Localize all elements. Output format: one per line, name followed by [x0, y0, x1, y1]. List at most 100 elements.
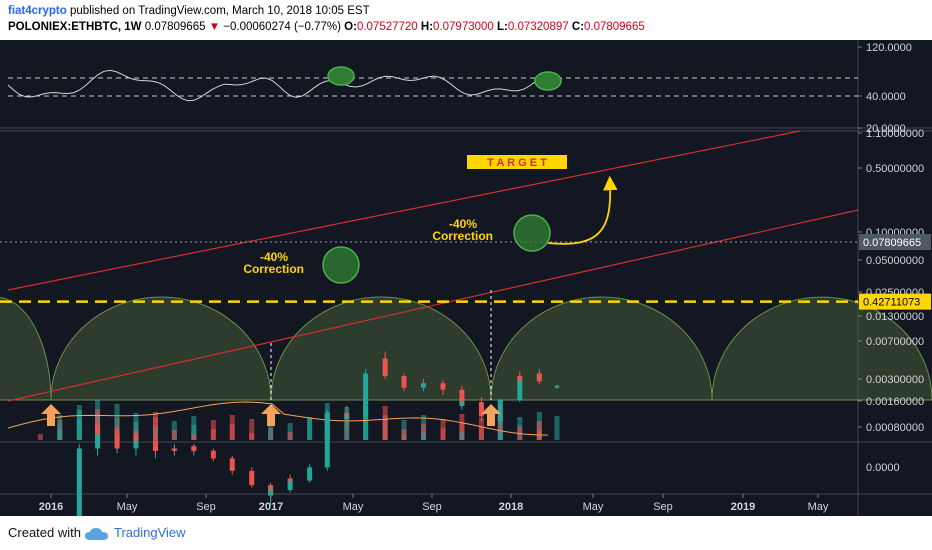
candle-body [307, 467, 313, 479]
candle-body [401, 380, 407, 388]
up-arrow-icon [41, 404, 61, 426]
tradingview-brand[interactable]: TradingView [114, 525, 186, 540]
grid-lines [0, 40, 932, 516]
correction-label: Correction [243, 262, 304, 276]
candle-body [268, 490, 274, 496]
candle-body [382, 366, 388, 377]
volume-bar [171, 430, 177, 440]
volume-tick-label: 0.0000 [866, 462, 900, 474]
candle-body [497, 413, 503, 422]
volume-bar [401, 429, 407, 440]
candle-body [152, 446, 158, 451]
volume-bar [37, 434, 43, 440]
rsi-pane [7, 66, 858, 102]
candle-body [517, 376, 523, 401]
price-tick-label: 0.50000000 [866, 163, 924, 175]
volume-bar [57, 415, 63, 440]
target-price-badge [859, 293, 931, 310]
volume-bar [382, 415, 388, 440]
candle-body [171, 448, 177, 451]
last-price-label: 0.07809665 [863, 237, 921, 249]
ohlc-line: POLONIEX:ETHBTC, 1W 0.07809665 ▼ −0.0006… [8, 21, 645, 33]
time-tick-label: 2018 [499, 501, 523, 513]
candle-body [229, 464, 235, 471]
rsi-line [7, 69, 549, 102]
candle-body [478, 411, 484, 417]
candle-body [536, 376, 542, 382]
chart-header: fiat4crypto published on TradingView.com… [0, 0, 932, 40]
candle-body [478, 402, 484, 412]
volume-bar [229, 424, 235, 440]
high-label: H: [420, 21, 434, 33]
correction-percent: -40% [449, 217, 477, 231]
rsi-highlight-circle [327, 66, 355, 86]
candle-body [210, 455, 216, 459]
correction-circle [513, 214, 551, 252]
time-tick-label: Sep [422, 501, 442, 513]
candle-body [133, 434, 139, 441]
candle-body [191, 446, 197, 451]
candle-body [459, 402, 465, 406]
created-with-text: Created with [8, 525, 81, 540]
candle-body [517, 376, 523, 380]
time-tick-label: Sep [653, 501, 673, 513]
target-arrow [547, 175, 618, 245]
volume-bar [191, 425, 197, 440]
cycle-arc [0, 296, 52, 401]
volume-bar [517, 426, 523, 440]
open-value: 0.07527720 [356, 21, 418, 33]
cycle-arcs [0, 296, 932, 401]
close-value: 0.07809665 [583, 21, 645, 33]
candle-body [76, 448, 82, 468]
cycle-arc [50, 296, 272, 401]
published-text: published on TradingView.com, March 10, … [66, 5, 370, 17]
candle-body [76, 467, 82, 493]
price-tick-label: 1.10000000 [866, 128, 924, 140]
price-tick-label: 0.05000000 [866, 255, 924, 267]
candle-body [76, 492, 82, 516]
volume-bar [114, 404, 120, 440]
time-tick-label: 2019 [731, 501, 755, 513]
chart-background [0, 40, 932, 516]
volume-bar [287, 432, 293, 440]
time-tick-label: 2017 [259, 501, 283, 513]
volume-bar [210, 429, 216, 440]
axes: 1.100000000.500000000.100000000.05000000… [39, 42, 931, 513]
candle-body [554, 385, 560, 388]
volume-bar [268, 414, 274, 440]
candle-body [363, 405, 369, 417]
volume-bar [421, 433, 427, 440]
target-price-label: 0.42711073 [863, 297, 920, 309]
up-arrow-icon [261, 404, 281, 426]
candle-body [497, 400, 503, 414]
time-tick-label: May [583, 501, 604, 513]
candle-body [363, 373, 369, 388]
candle-body [421, 383, 427, 386]
volume-bar [421, 424, 427, 440]
close-label: C: [571, 21, 584, 33]
price-chart[interactable]: T A R G E T-40%Correction-40%Correction … [0, 40, 932, 516]
volume-bar [497, 431, 503, 440]
candle-body [287, 478, 293, 491]
down-triangle-icon: ▼ [208, 21, 221, 33]
volume-bar [191, 434, 197, 440]
volume-bar [440, 428, 446, 440]
volume-bar [554, 416, 560, 440]
correction-circle [322, 246, 360, 284]
rsi-tick-label: 20.0000 [866, 123, 906, 135]
candle-body [440, 388, 446, 390]
rsi-tick-label: 120.0000 [866, 42, 912, 54]
author-link[interactable]: fiat4crypto [8, 5, 67, 17]
candle-body [249, 478, 255, 486]
last-price: 0.07809665 [144, 21, 206, 33]
rsi-highlight-circle [534, 71, 562, 91]
volume-bar [478, 427, 484, 440]
volume-bar [287, 423, 293, 440]
volume-bar [307, 417, 313, 440]
price-tick-label: 0.00160000 [866, 396, 924, 408]
correction-percent: -40% [260, 250, 288, 264]
publish-line: fiat4crypto published on TradingView.com… [8, 5, 370, 17]
candle-body [363, 387, 369, 406]
price-tick-label: 0.01300000 [866, 311, 924, 323]
time-tick-label: May [117, 501, 138, 513]
